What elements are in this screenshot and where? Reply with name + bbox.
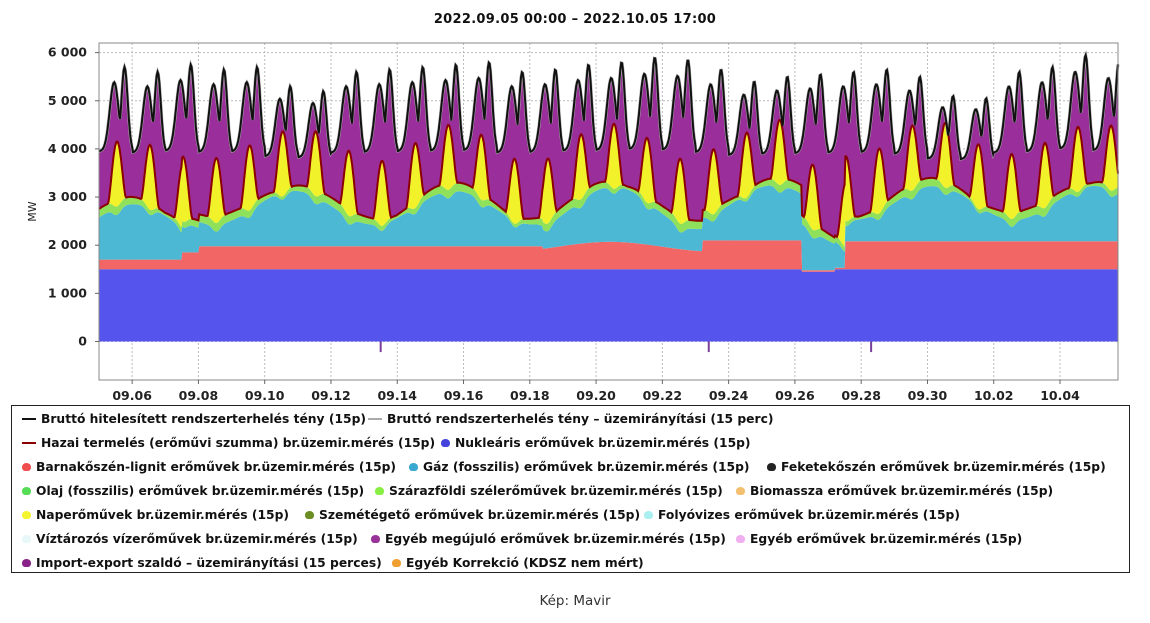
legend-label: Biomassza erőművek br.üzemir.mérés (15p) [750,484,1054,498]
legend-line-swatch [368,417,382,420]
legend-label: Nukleáris erőművek br.üzemir.mérés (15p) [455,436,751,450]
legend-item: Nukleáris erőművek br.üzemir.mérés (15p) [441,436,751,450]
axes: 0 1 000 2 000 3 000 4 000 5 000 6 000 09.06 09.0… [26,42,1119,403]
area-nuclear [99,269,1118,342]
legend-item: Naperőművek br.üzemir.mérés (15p) [22,508,289,522]
legend-label: Feketekőszén erőművek br.üzemir.mérés (1… [781,460,1106,474]
y-tick-label: 6 000 [48,45,87,60]
y-tick-label: 1 000 [48,285,87,300]
legend-dot-swatch [22,486,31,495]
image-caption: Kép: Mavir [539,593,611,609]
x-tick-label: 10.04 [1040,388,1080,403]
x-tick-label: 09.08 [179,388,219,403]
x-tick-label: 09.16 [444,388,484,403]
legend-label: Bruttó hitelesített rendszerterhelés tén… [41,412,367,426]
x-tick-label: 10.02 [974,388,1014,403]
legend-dot-swatch [22,462,31,471]
x-tick-label: 09.14 [377,388,417,403]
legend-dot-swatch [736,486,745,495]
legend-dot-swatch [644,510,653,519]
plot-frame [98,42,1119,381]
legend-label: Bruttó rendszerterhelés tény – üzemirány… [387,412,774,426]
legend-dot-swatch [22,534,31,543]
legend-item: Hazai termelés (erőművi szumma) br.üzemi… [22,436,435,450]
legend-label: Víztározós vízerőművek br.üzemir.mérés (… [36,532,358,546]
legend-item: Egyéb erőművek br.üzemir.mérés (15p) [736,532,1022,546]
legend-label: Egyéb erőművek br.üzemir.mérés (15p) [750,532,1023,546]
x-tick-label: 09.30 [908,388,948,403]
x-tick-label: 09.10 [245,388,285,403]
legend-item: Gáz (fosszilis) erőművek br.üzemir.mérés… [409,460,750,474]
y-tick-label: 4 000 [48,141,87,156]
legend-label: Egyéb megújuló erőművek br.üzemir.mérés … [385,532,726,546]
legend-item: Feketekőszén erőművek br.üzemir.mérés (1… [767,460,1106,474]
legend-item: Víztározós vízerőművek br.üzemir.mérés (… [22,532,358,546]
legend-label: Hazai termelés (erőművi szumma) br.üzemi… [41,436,436,450]
legend-dot-swatch [392,558,401,567]
legend-item: Szárazföldi szélerőművek br.üzemir.mérés… [375,484,723,498]
y-tick-label: 3 000 [48,189,87,204]
x-tick-label: 09.06 [112,388,152,403]
legend-dot-swatch [767,462,776,471]
area-gas [99,185,1118,271]
legend-label: Egyéb Korrekció (KDSZ nem mért) [406,556,644,570]
legend-item: Egyéb Korrekció (KDSZ nem mért) [392,556,644,570]
legend-item: Biomassza erőművek br.üzemir.mérés (15p) [736,484,1053,498]
legend-label: Olaj (fosszilis) erőművek br.üzemir.méré… [36,484,365,498]
legend-item: Szemétégető erőművek br.üzemir.mérés (15… [305,508,640,522]
legend-item: Bruttó hitelesített rendszerterhelés tén… [22,412,366,426]
chart-title: 2022.09.05 00:00 – 2022.10.05 17:00 [433,12,717,27]
legend-label: Szemétégető erőművek br.üzemir.mérés (15… [319,508,641,522]
x-tick-label: 09.20 [576,388,616,403]
y-axis-label: MW [26,201,39,221]
legend-dot-swatch [375,486,384,495]
legend-dot-swatch [22,510,31,519]
series-lines [98,49,1120,239]
y-tick-label: 5 000 [48,93,87,108]
legend-item: Bruttó rendszerterhelés tény – üzemirány… [368,412,774,426]
legend-dot-swatch [22,558,31,567]
x-tick-label: 09.28 [841,388,881,403]
x-tick-label: 09.24 [709,388,749,403]
legend-item: Barnakőszén-lignit erőművek br.üzemir.mé… [22,460,396,474]
legend-item: Olaj (fosszilis) erőművek br.üzemir.méré… [22,484,364,498]
x-tick-label: 09.22 [643,388,683,403]
legend-label: Naperőművek br.üzemir.mérés (15p) [36,508,289,522]
legend-line-swatch [22,441,36,444]
legend-dot-swatch [736,534,745,543]
legend-dot-swatch [305,510,314,519]
legend-label: Barnakőszén-lignit erőművek br.üzemir.mé… [36,460,397,474]
area-solar [99,120,1118,247]
line-load-certified [98,51,1119,161]
legend: Bruttó hitelesített rendszerterhelés tén… [11,405,1130,573]
y-tick-label: 2 000 [48,237,87,252]
x-tick-label: 09.18 [510,388,550,403]
legend-label: Szárazföldi szélerőművek br.üzemir.mérés… [389,484,723,498]
legend-dot-swatch [409,462,418,471]
area-lignite [99,240,1118,272]
legend-line-swatch [22,417,36,420]
legend-item: Folyóvizes erőművek br.üzemir.mérés (15p… [644,508,960,522]
legend-label: Gáz (fosszilis) erőművek br.üzemir.mérés… [423,460,750,474]
legend-label: Import-export szaldó – üzemirányítási (1… [36,556,382,570]
legend-item: Import-export szaldó – üzemirányítási (1… [22,556,382,570]
x-tick-label: 09.26 [775,388,815,403]
chart: 0 1 000 2 000 3 000 4 000 5 000 6 000 09.06 09.0… [26,42,1120,403]
legend-dot-swatch [441,438,450,447]
legend-dot-swatch [371,534,380,543]
y-tick-label: 0 [78,333,87,348]
legend-label: Folyóvizes erőművek br.üzemir.mérés (15p… [658,508,960,522]
legend-item: Egyéb megújuló erőművek br.üzemir.mérés … [371,532,726,546]
x-tick-label: 09.12 [311,388,351,403]
